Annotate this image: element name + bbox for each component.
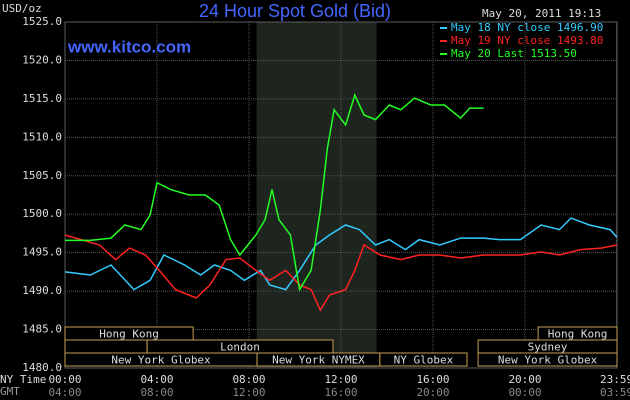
session-bar xyxy=(64,339,148,354)
session-bar xyxy=(379,352,468,367)
session-label: New York Globex xyxy=(111,354,211,367)
highlight-band xyxy=(256,22,377,368)
plot-under xyxy=(64,21,618,369)
legend-entry: May 19 NY close 1493.80 xyxy=(451,34,603,47)
y-tick-label: 1505.0 xyxy=(22,169,62,182)
session-label: Hong Kong xyxy=(99,328,159,341)
session-label: Hong Kong xyxy=(548,328,608,341)
y-tick-label: 1490.0 xyxy=(22,284,62,297)
series-line xyxy=(64,217,618,291)
y-tick-label: 1480.0 xyxy=(22,361,62,374)
x-tick-label: 12:00 xyxy=(324,373,357,386)
y-tick-label: 1500.0 xyxy=(22,207,62,220)
session-label: Sydney xyxy=(528,341,568,354)
x2-tick-label: 03:59 xyxy=(600,386,630,399)
x2-tick-label: 20:00 xyxy=(416,386,449,399)
x2-tick-label: 12:00 xyxy=(232,386,265,399)
series-line xyxy=(65,92,484,292)
y-tick-label: 1495.0 xyxy=(22,246,62,259)
x2-tick-label: 04:00 xyxy=(48,386,81,399)
session-label: London xyxy=(220,341,260,354)
timestamp: May 20, 2011 19:13 xyxy=(482,7,601,20)
y-tick-label: 1520.0 xyxy=(22,53,62,66)
x2-tick-label: 08:00 xyxy=(140,386,173,399)
x2-tick-label: 00:00 xyxy=(508,386,541,399)
x-tick-label: 16:00 xyxy=(416,373,449,386)
x-tick-label: 04:00 xyxy=(140,373,173,386)
y-tick-label: 1525.0 xyxy=(22,15,62,28)
session-label: New York NYMEX xyxy=(272,354,365,367)
series-line xyxy=(64,234,618,312)
watermark: www.kitco.com xyxy=(67,37,191,56)
x2-axis-label: GMT xyxy=(0,385,20,398)
y-tick-label: 1515.0 xyxy=(22,92,62,105)
y-axis-label: USD/oz xyxy=(2,2,42,15)
x-tick-label: 00:00 xyxy=(48,373,81,386)
x-tick-label: 23:59 xyxy=(600,373,630,386)
y-tick-label: 1510.0 xyxy=(22,130,62,143)
x-tick-label: 08:00 xyxy=(232,373,265,386)
session-bar xyxy=(477,352,618,367)
legend-entry: May 18 NY close 1496.90 xyxy=(451,21,603,34)
x2-tick-label: 16:00 xyxy=(324,386,357,399)
x-axis-label: NY Time xyxy=(0,373,46,386)
x-tick-label: 20:00 xyxy=(508,373,541,386)
legend-entry: May 20 Last 1513.50 xyxy=(451,47,577,60)
session-label: New York Globex xyxy=(498,354,598,367)
chart-title: 24 Hour Spot Gold (Bid) xyxy=(199,1,391,21)
session-label: NY Globex xyxy=(394,354,454,367)
y-tick-label: 1485.0 xyxy=(22,323,62,336)
